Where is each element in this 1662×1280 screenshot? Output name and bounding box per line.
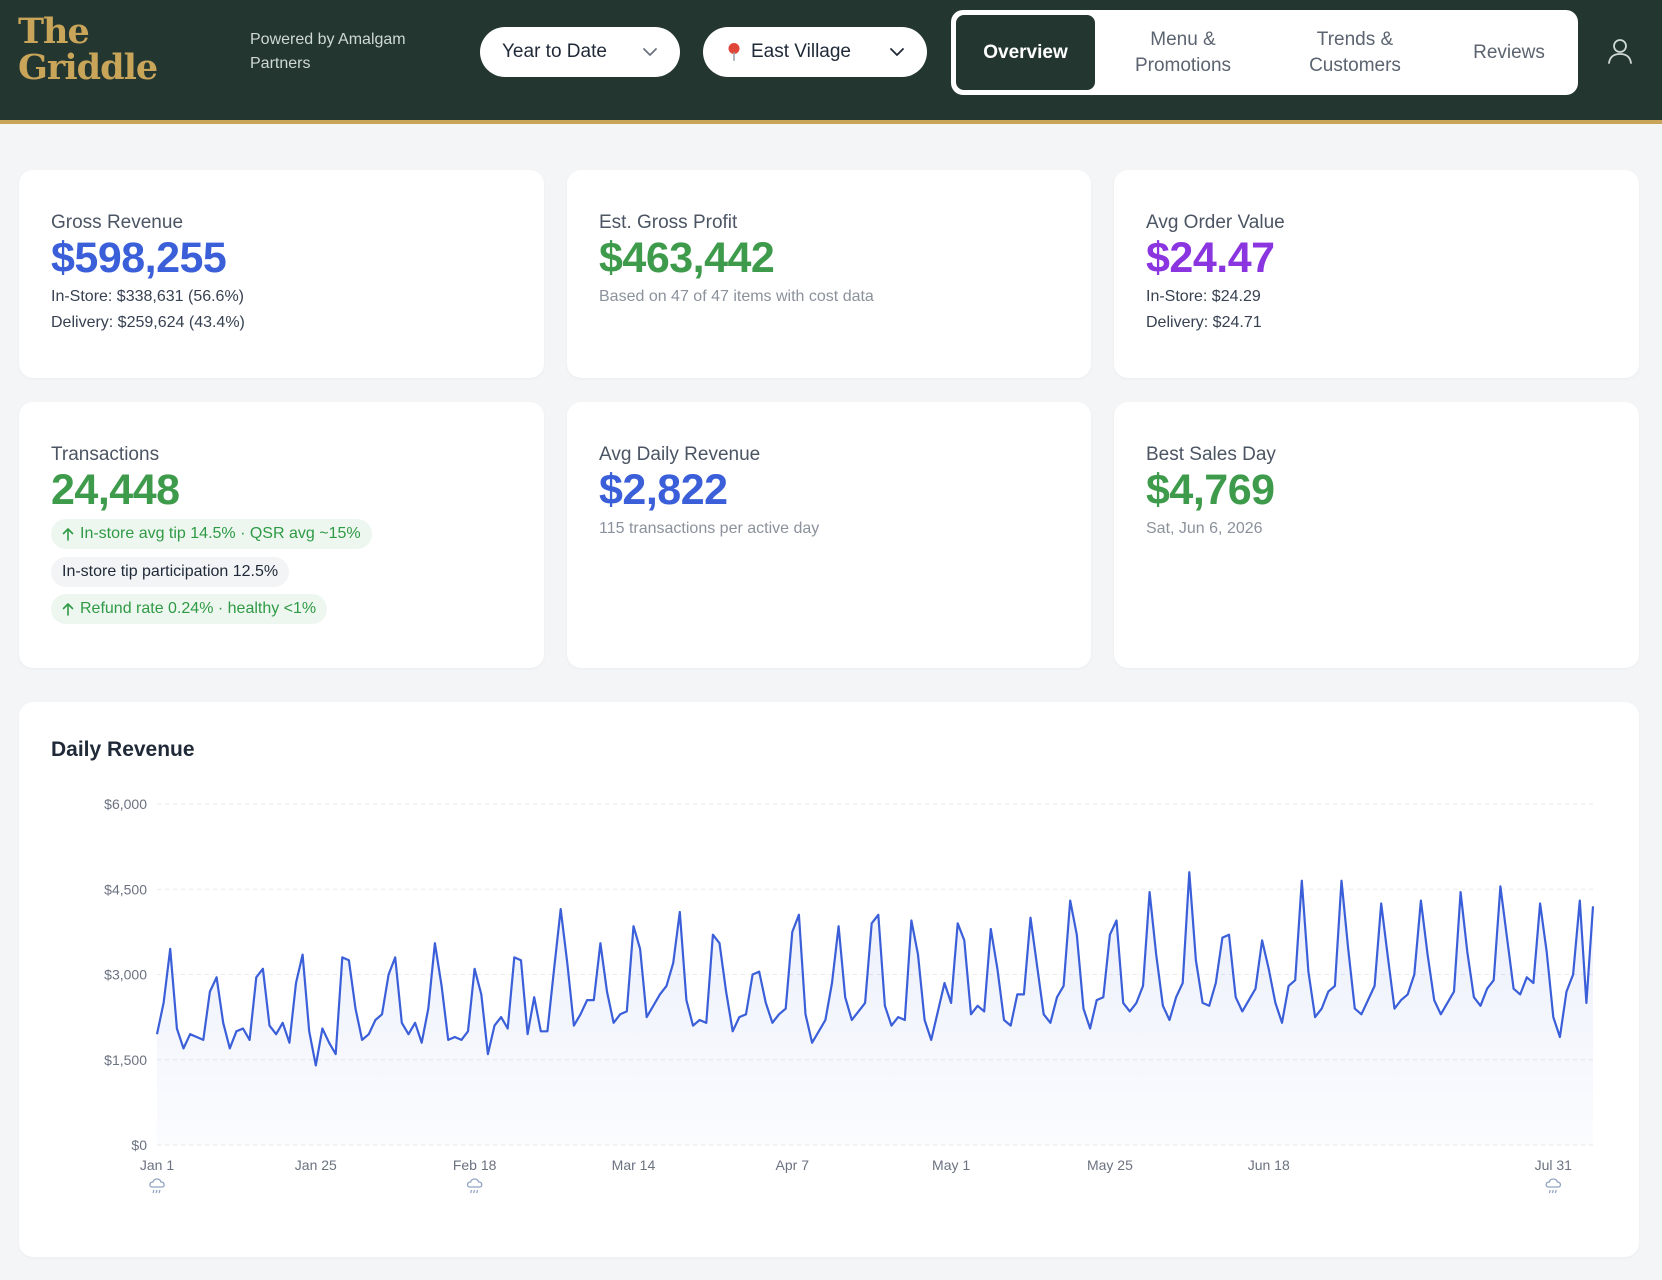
top-bar: The Griddle Powered by Amalgam Partners … bbox=[0, 0, 1662, 124]
transactions-card: Transactions 24,448 In-store avg tip 14.… bbox=[19, 402, 544, 668]
x-tick-label: Jan 1 bbox=[140, 1157, 174, 1173]
y-tick-label: $6,000 bbox=[104, 796, 147, 812]
x-tick-label: May 25 bbox=[1087, 1157, 1133, 1173]
logo-line-1: The bbox=[18, 11, 90, 52]
arrow-up-icon bbox=[62, 528, 74, 541]
period-select[interactable]: Year to Date bbox=[480, 27, 680, 77]
revenue-line bbox=[155, 871, 1595, 1067]
tip-average-text: In-store avg tip 14.5% · QSR avg ~15% bbox=[80, 525, 361, 542]
best-sales-day-value: $4,769 bbox=[1146, 466, 1275, 514]
in-store-aov: In-Store: $24.29 bbox=[1146, 288, 1261, 305]
delivery-aov: Delivery: $24.71 bbox=[1146, 314, 1262, 331]
refund-rate-text: Refund rate 0.24% · healthy <1% bbox=[80, 600, 317, 617]
tip-average-badge: In-store avg tip 14.5% · QSR avg ~15% bbox=[51, 519, 372, 549]
card-label: Avg Order Value bbox=[1146, 212, 1285, 233]
powered-by-text: Powered by Amalgam Partners bbox=[250, 31, 406, 72]
main-tabs: Overview Menu & Promotions Trends & Cust… bbox=[951, 10, 1578, 95]
tab-menu-promotions[interactable]: Menu & Promotions bbox=[1099, 15, 1267, 90]
gross-profit-value: $463,442 bbox=[599, 234, 775, 282]
x-tick-label: Jul 31 bbox=[1535, 1157, 1573, 1173]
tab-overview[interactable]: Overview bbox=[956, 15, 1095, 90]
avg-order-value-card: Avg Order Value $24.47 In-Store: $24.29 … bbox=[1114, 170, 1639, 378]
chevron-down-icon bbox=[643, 48, 657, 56]
daily-revenue-chart-card: Daily Revenue $0 $1,500 $3,000 $4,500 $6,000… bbox=[19, 702, 1639, 1257]
avg-daily-revenue-card: Avg Daily Revenue $2,822 115 transaction… bbox=[567, 402, 1091, 668]
x-tick-label: Jan 25 bbox=[295, 1157, 337, 1173]
card-label: Est. Gross Profit bbox=[599, 212, 738, 233]
best-sales-day-card: Best Sales Day $4,769 Sat, Jun 6, 2026 bbox=[1114, 402, 1639, 668]
gross-revenue-value: $598,255 bbox=[51, 234, 227, 282]
logo[interactable]: The Griddle bbox=[18, 14, 168, 86]
location-select[interactable]: East Village bbox=[703, 27, 927, 77]
daily-revenue-chart[interactable]: $0 $1,500 $3,000 $4,500 $6,000 Jan 1 Jan 25 Feb… bbox=[19, 702, 1639, 1257]
user-icon[interactable] bbox=[1605, 36, 1635, 66]
location-select-value: East Village bbox=[751, 41, 851, 62]
best-sales-day-date: Sat, Jun 6, 2026 bbox=[1146, 520, 1263, 537]
tab-trends-customers[interactable]: Trends & Customers bbox=[1269, 15, 1441, 90]
arrow-up-icon bbox=[62, 603, 74, 616]
x-tick-label: Feb 18 bbox=[453, 1157, 497, 1173]
tab-reviews[interactable]: Reviews bbox=[1473, 41, 1545, 63]
snow-cloud-icon bbox=[149, 1178, 165, 1194]
tab-menu-promotions-label: Menu & Promotions bbox=[1134, 28, 1232, 76]
x-tick-label: May 1 bbox=[932, 1157, 970, 1173]
avg-daily-revenue-value: $2,822 bbox=[599, 466, 728, 514]
card-label: Avg Daily Revenue bbox=[599, 444, 761, 465]
gross-profit-card: Est. Gross Profit $463,442 Based on 47 o… bbox=[567, 170, 1091, 378]
gross-revenue-card: Gross Revenue $598,255 In-Store: $338,63… bbox=[19, 170, 544, 378]
revenue-area bbox=[157, 872, 1593, 1145]
x-tick-label: Apr 7 bbox=[776, 1157, 810, 1173]
card-label: Gross Revenue bbox=[51, 212, 184, 233]
gross-profit-note: Based on 47 of 47 items with cost data bbox=[599, 288, 874, 305]
refund-rate-badge: Refund rate 0.24% · healthy <1% bbox=[51, 594, 328, 624]
chart-title: Daily Revenue bbox=[51, 738, 195, 761]
tab-trends-customers-label: Trends & Customers bbox=[1309, 28, 1401, 76]
chevron-down-icon bbox=[890, 48, 904, 56]
avg-order-value: $24.47 bbox=[1146, 234, 1275, 282]
card-label: Best Sales Day bbox=[1146, 444, 1276, 465]
y-tick-label: $3,000 bbox=[104, 967, 147, 983]
transactions-per-day-note: 115 transactions per active day bbox=[599, 520, 820, 537]
map-pin-icon bbox=[728, 43, 740, 61]
y-tick-label: $4,500 bbox=[104, 881, 147, 897]
snow-cloud-icon bbox=[1545, 1178, 1562, 1194]
period-select-value: Year to Date bbox=[502, 41, 607, 62]
y-tick-label: $1,500 bbox=[104, 1052, 147, 1068]
snow-cloud-icon bbox=[466, 1178, 483, 1194]
x-tick-label: Mar 14 bbox=[612, 1157, 656, 1173]
card-label: Transactions bbox=[51, 444, 160, 465]
transactions-value: 24,448 bbox=[51, 466, 180, 514]
delivery-revenue: Delivery: $259,624 (43.4%) bbox=[51, 314, 245, 331]
logo-line-2: Griddle bbox=[18, 47, 158, 88]
in-store-revenue: In-Store: $338,631 (56.6%) bbox=[51, 288, 245, 305]
x-tick-label: Jun 18 bbox=[1248, 1157, 1290, 1173]
y-tick-label: $0 bbox=[131, 1137, 147, 1153]
tip-participation-badge: In-store tip participation 12.5% bbox=[51, 557, 290, 587]
